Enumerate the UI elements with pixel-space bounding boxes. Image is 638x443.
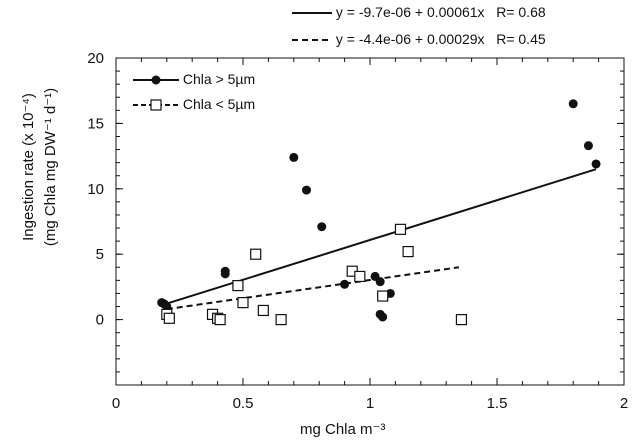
solid-line-swatch [292, 12, 332, 15]
data-point-small [394, 223, 407, 235]
y-tick-label: 0 [96, 312, 104, 329]
data-point-large [289, 152, 299, 162]
data-point-small [250, 248, 262, 260]
x-tick-label: 0.5 [233, 395, 254, 412]
data-point-small [354, 270, 366, 283]
x-tick-label: 1.5 [487, 395, 508, 412]
data-point-large [375, 277, 385, 287]
y-axis-label-line1: Ingestion rate (x 10⁻⁴) [20, 93, 37, 241]
data-point-small [257, 304, 269, 317]
data-point-large [591, 159, 601, 169]
data-point-large [220, 269, 230, 279]
fit-equation-2: y = -4.4e-06 + 0.00029x R= 0.45 [292, 31, 546, 47]
data-point-large [340, 279, 350, 289]
data-point-large [378, 312, 388, 322]
fit-equation-2-text: y = -4.4e-06 + 0.00029x R= 0.45 [335, 31, 546, 47]
fit-equation-1: y = -9.7e-06 + 0.00061x R= 0.68 [292, 4, 546, 20]
legend-entry-small: Chla < 5µm [133, 96, 255, 112]
legend-label-large: Chla > 5µm [182, 71, 256, 87]
y-tick-label: 20 [87, 50, 104, 67]
data-point-small [275, 314, 287, 326]
y-axis-label-line2: (mg Chla mg DW⁻¹ d⁻¹) [42, 87, 59, 247]
fit-equation-1-text: y = -9.7e-06 + 0.00061x R= 0.68 [335, 4, 546, 20]
y-tick-label: 5 [96, 246, 104, 263]
data-point-large [568, 99, 578, 109]
data-point-large [302, 185, 311, 195]
data-point-large [317, 222, 327, 232]
y-tick-label: 15 [87, 115, 104, 132]
x-tick-label: 0 [112, 395, 120, 412]
x-axis-label: mg Chla m⁻³ [300, 421, 386, 438]
x-tick-label: 1 [366, 395, 374, 412]
data-point-small [402, 245, 414, 258]
data-point-small [163, 312, 175, 324]
dashed-line-swatch [292, 39, 332, 42]
fit-line-small [166, 266, 460, 311]
data-point-small [214, 314, 226, 326]
legend-entry-large: Chla > 5µm [133, 71, 255, 87]
data-point-small [377, 290, 389, 302]
legend-label-small: Chla < 5µm [182, 96, 256, 112]
data-point-small [232, 279, 244, 292]
data-point-large [583, 141, 593, 151]
y-tick-label: 10 [87, 181, 104, 198]
legend-swatch-open-square [133, 99, 179, 111]
data-point-small [455, 314, 468, 326]
data-point-small [237, 296, 249, 309]
legend-swatch-filled-circle [133, 75, 179, 85]
x-tick-label: 2 [620, 395, 628, 412]
